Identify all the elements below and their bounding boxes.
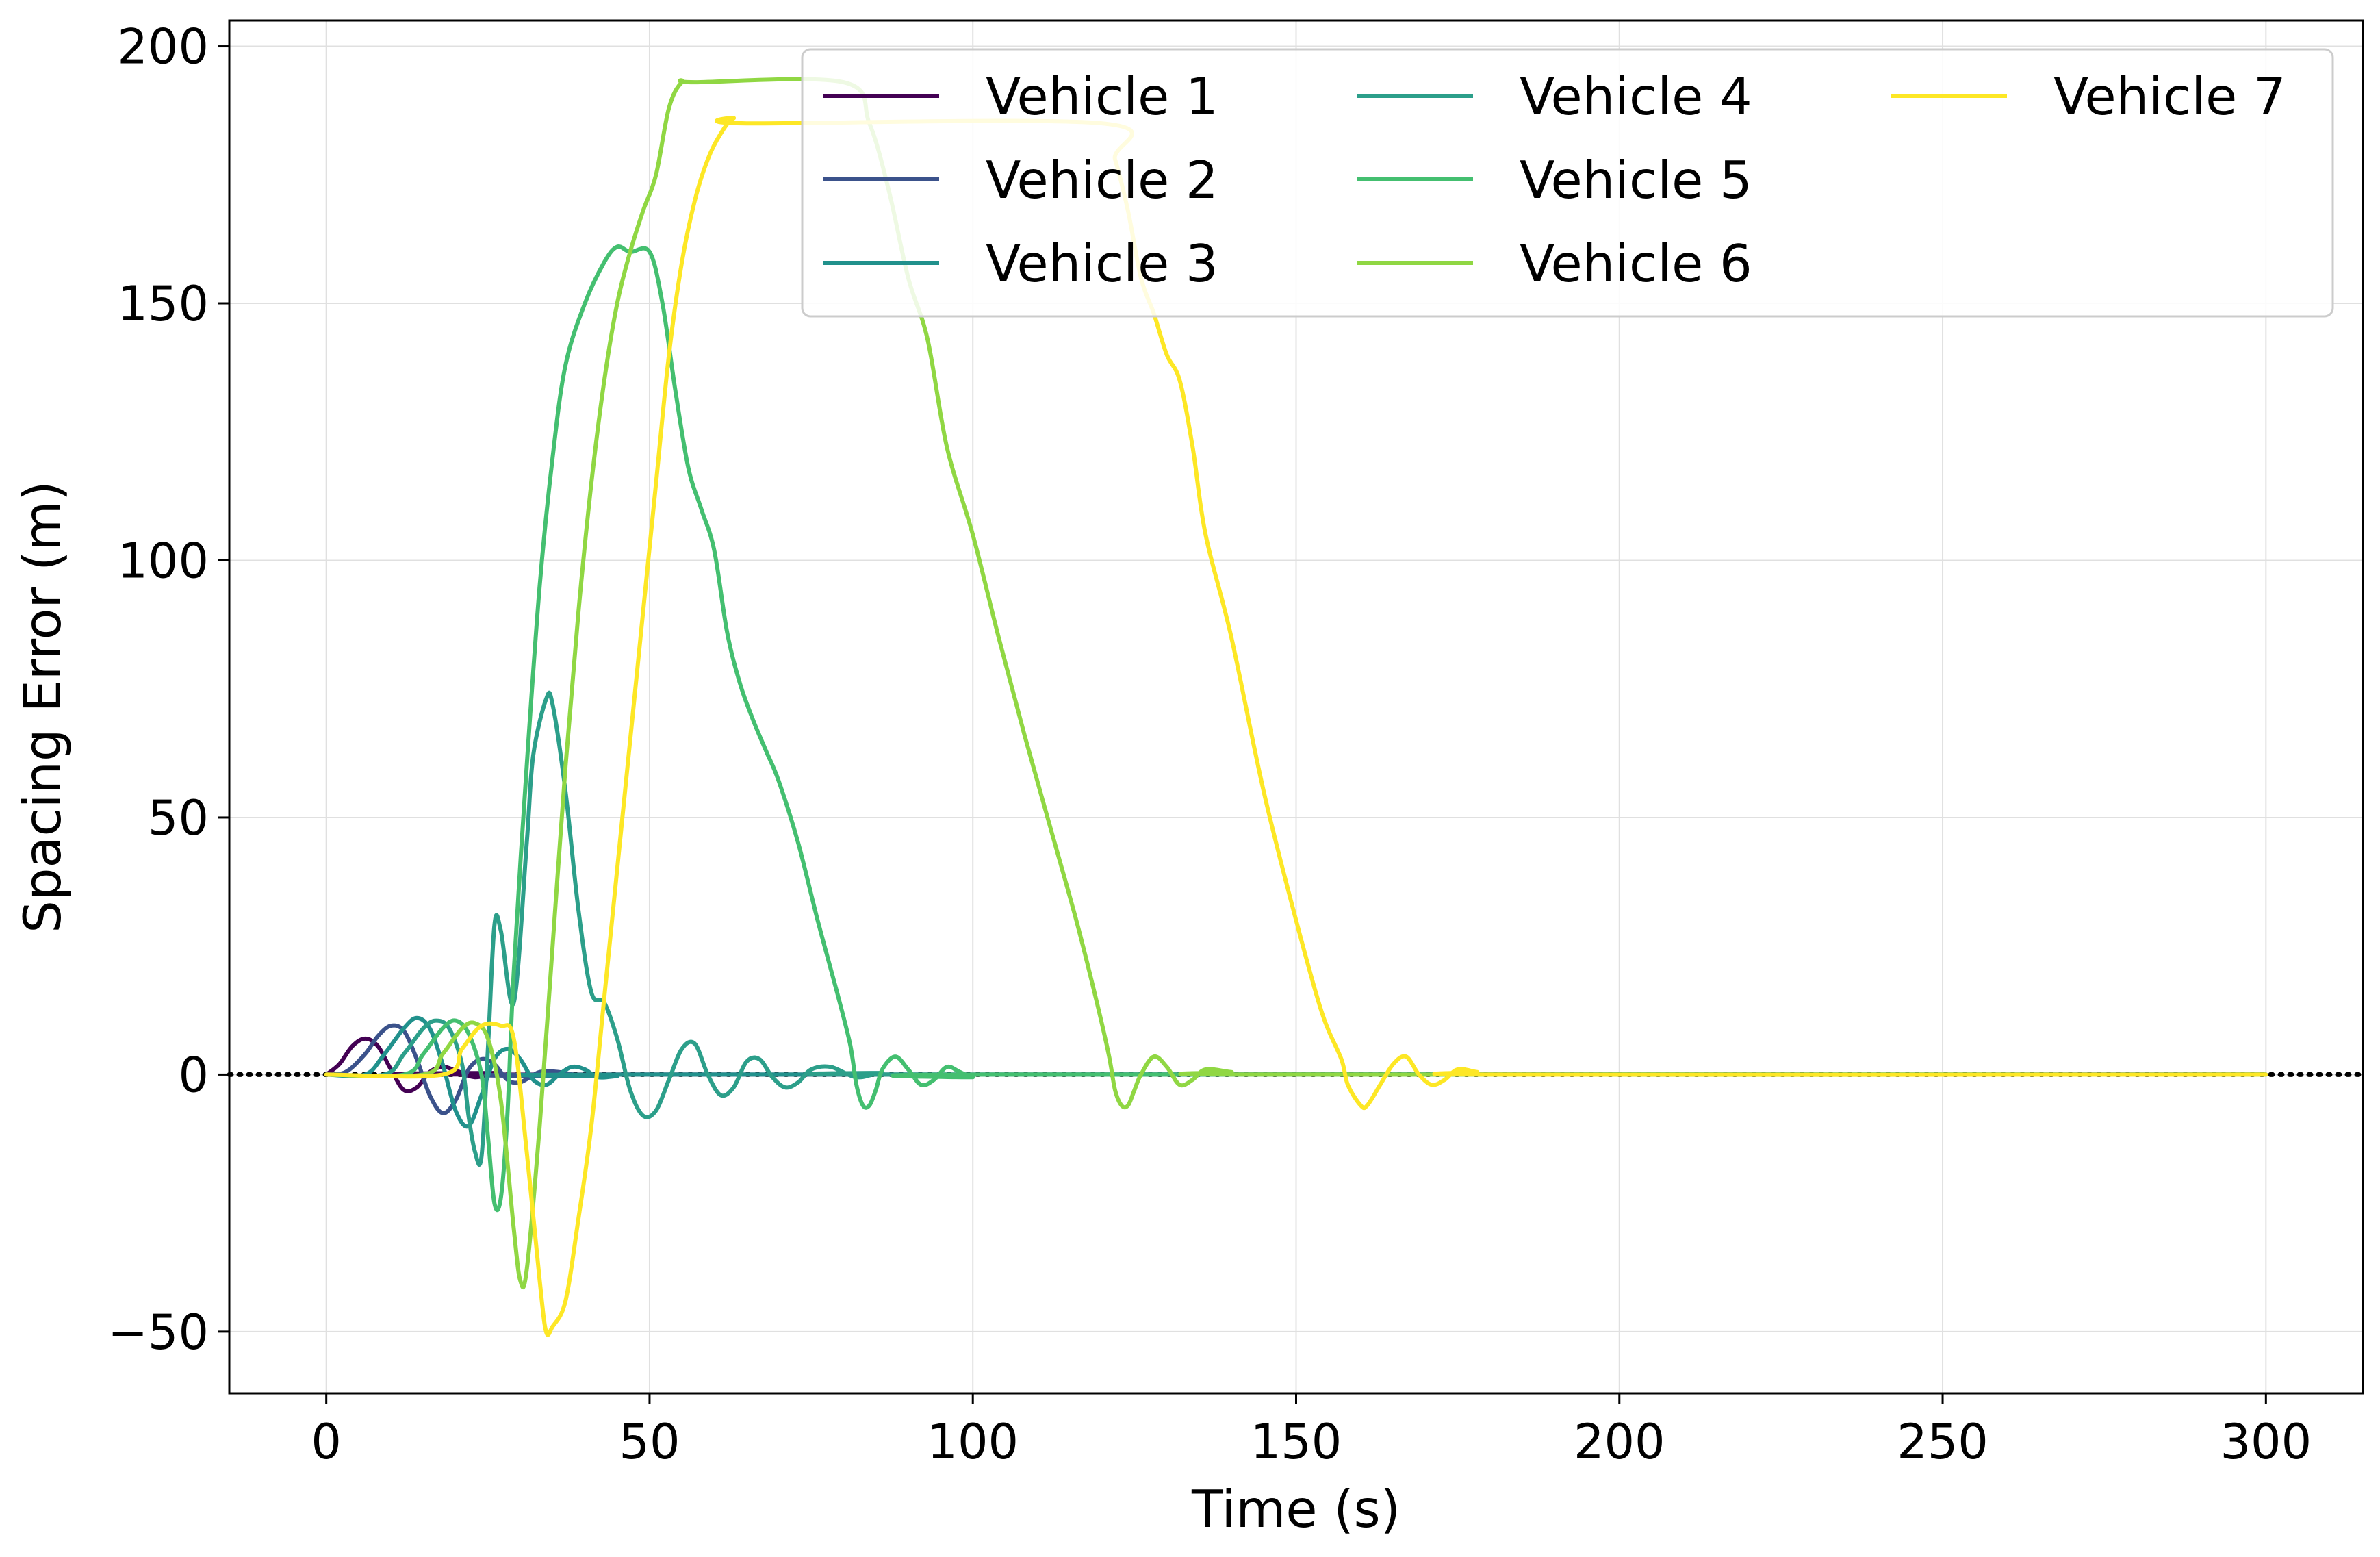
legend-entry-vehicle-2: Vehicle 2 bbox=[823, 150, 1218, 210]
x-tick-label: 300 bbox=[2221, 1414, 2312, 1470]
x-axis-title: Time (s) bbox=[1191, 1479, 1400, 1539]
y-tick-label: 50 bbox=[148, 790, 209, 846]
legend-entry-vehicle-6: Vehicle 6 bbox=[1357, 233, 1752, 294]
legend-entry-vehicle-7: Vehicle 7 bbox=[1891, 66, 2286, 127]
legend-label: Vehicle 7 bbox=[2053, 66, 2286, 127]
legend-label: Vehicle 1 bbox=[986, 66, 1218, 127]
legend-label: Vehicle 3 bbox=[986, 233, 1218, 294]
series-line-vehicle-5 bbox=[324, 244, 2268, 1213]
legend-entry-vehicle-1: Vehicle 1 bbox=[823, 66, 1218, 127]
series-line-vehicle-4 bbox=[324, 690, 2268, 1167]
y-axis-title: Spacing Error (m) bbox=[12, 481, 73, 933]
legend-label: Vehicle 5 bbox=[1520, 150, 1752, 210]
y-tick-label: −50 bbox=[107, 1304, 209, 1360]
legend-box bbox=[801, 48, 2334, 318]
x-tick-label: 0 bbox=[311, 1414, 342, 1470]
legend-label: Vehicle 6 bbox=[1520, 233, 1752, 294]
axis-ticks: 0 50 100 150 200 250 300 −50 0 50 100 150 200 bbox=[107, 19, 2312, 1470]
legend-entry-vehicle-3: Vehicle 3 bbox=[823, 233, 1218, 294]
y-tick-label: 200 bbox=[117, 19, 209, 75]
legend: Vehicle 1 Vehicle 2 Vehicle 3 Vehicle 4 Vehi… bbox=[801, 48, 2334, 318]
legend-label: Vehicle 2 bbox=[986, 150, 1218, 210]
y-tick-label: 0 bbox=[178, 1047, 209, 1103]
y-tick-label: 150 bbox=[117, 276, 209, 332]
x-tick-label: 150 bbox=[1251, 1414, 1342, 1470]
y-tick-label: 100 bbox=[117, 533, 209, 589]
legend-entry-vehicle-4: Vehicle 4 bbox=[1357, 66, 1752, 127]
series-line-vehicle-3 bbox=[324, 1015, 2268, 1129]
legend-label: Vehicle 4 bbox=[1520, 66, 1752, 127]
x-tick-label: 50 bbox=[619, 1414, 680, 1470]
x-tick-label: 200 bbox=[1574, 1414, 1665, 1470]
legend-entry-vehicle-5: Vehicle 5 bbox=[1357, 150, 1752, 210]
x-tick-label: 250 bbox=[1897, 1414, 1988, 1470]
x-tick-label: 100 bbox=[927, 1414, 1019, 1470]
